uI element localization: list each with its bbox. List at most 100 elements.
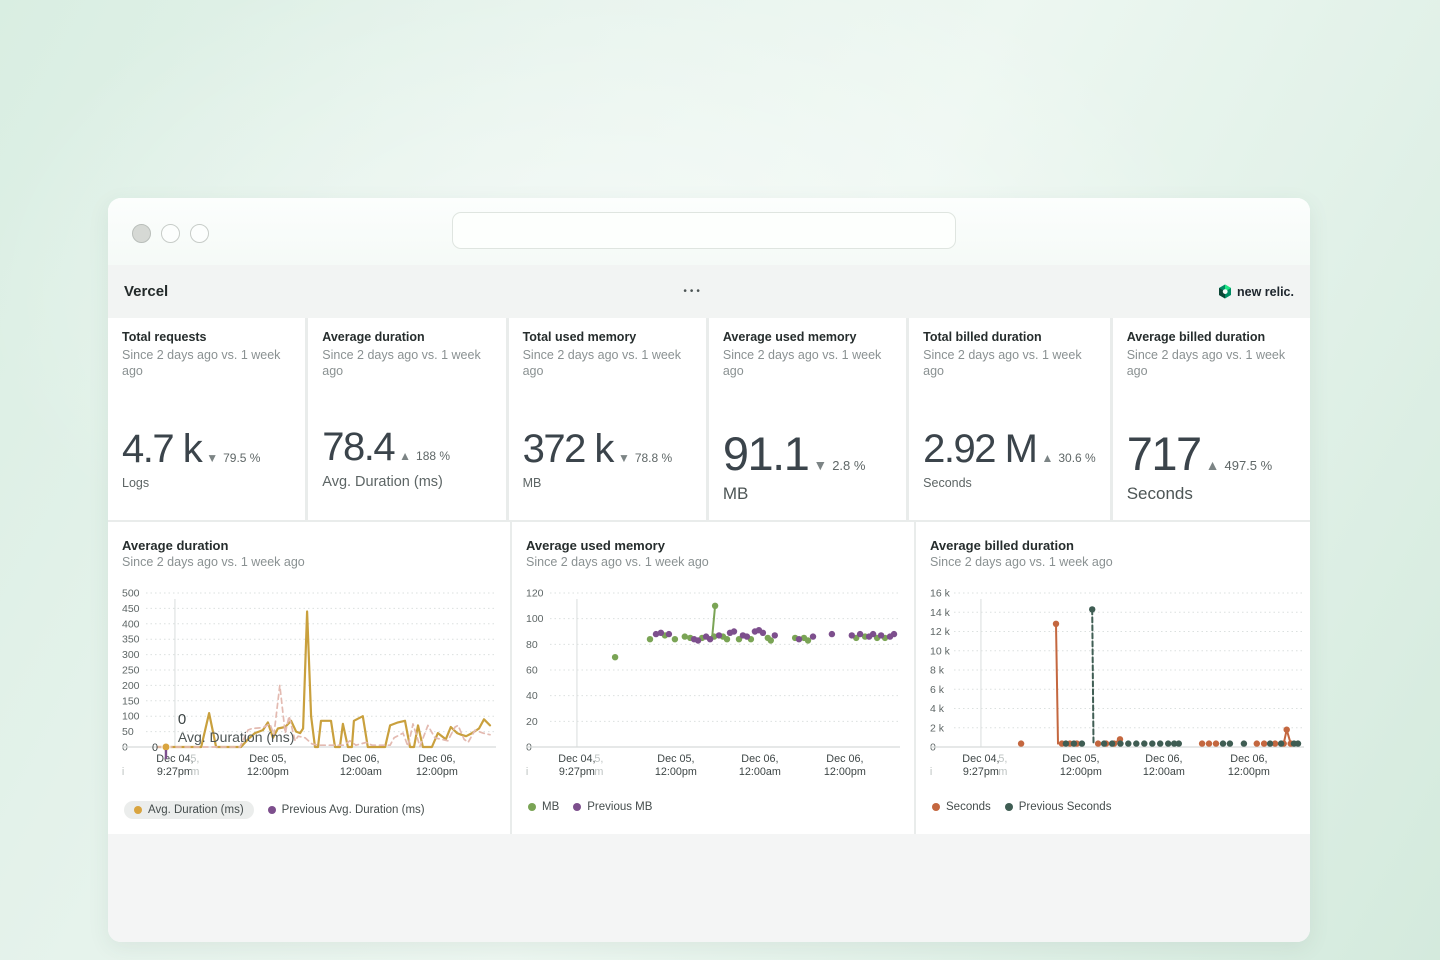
- new-relic-logo-icon: [1218, 284, 1232, 299]
- svg-text:9:27pm: 9:27pm: [157, 766, 193, 778]
- svg-text:Dec 06,: Dec 06,: [418, 753, 455, 765]
- svg-text:i: i: [930, 766, 932, 778]
- arrow-down-icon: ▼: [206, 451, 218, 465]
- chart-panel-average-used-memory: Average used memorySince 2 days ago vs. …: [512, 522, 914, 834]
- average-used-memory-plot: 120100806040200iDec 04,9:27pm5,mDec 05,1…: [526, 583, 900, 785]
- kpi-value: 717: [1127, 430, 1201, 477]
- svg-text:Dec 04,: Dec 04,: [962, 753, 999, 765]
- average-billed-duration-plot: 16 k14 k12 k10 k8 k6 k4 k2 k0iDec 04,9:2…: [930, 583, 1304, 785]
- svg-text:100: 100: [526, 613, 544, 625]
- legend-label: Previous Seconds: [1019, 801, 1112, 813]
- kpi-card-average-used-memory[interactable]: Average used memorySince 2 days ago vs. …: [709, 318, 906, 520]
- legend-dot-icon: [573, 803, 581, 811]
- legend-item-mb[interactable]: MB: [528, 801, 559, 813]
- traffic-light-close-icon[interactable]: [132, 224, 151, 243]
- overflow-menu-icon[interactable]: •••: [168, 286, 1218, 297]
- legend-dot-icon: [134, 806, 142, 814]
- legend-item-previous-seconds[interactable]: Previous Seconds: [1005, 801, 1112, 813]
- svg-text:14 k: 14 k: [930, 607, 951, 619]
- svg-text:i: i: [526, 766, 528, 778]
- legend-item-previous-avg-duration-ms[interactable]: Previous Avg. Duration (ms): [268, 804, 425, 816]
- kpi-title: Total used memory: [523, 330, 692, 346]
- svg-text:80: 80: [526, 639, 538, 651]
- average-duration-plot: 500450400350300250200150100500iDec 04,9:…: [122, 583, 496, 785]
- browser-chrome: [108, 198, 1310, 265]
- svg-text:5,: 5,: [190, 753, 199, 765]
- kpi-title: Total requests: [122, 330, 291, 346]
- traffic-light-maximize-icon[interactable]: [190, 224, 209, 243]
- arrow-up-icon: ▲: [1206, 457, 1220, 473]
- svg-text:Dec 05,: Dec 05,: [1062, 753, 1099, 765]
- chart-panel-average-billed-duration: Average billed durationSince 2 days ago …: [916, 522, 1310, 834]
- legend-item-seconds[interactable]: Seconds: [932, 801, 991, 813]
- legend-dot-icon: [1005, 803, 1013, 811]
- svg-text:0: 0: [178, 711, 186, 728]
- kpi-card-total-used-memory[interactable]: Total used memorySince 2 days ago vs. 1 …: [509, 318, 706, 520]
- svg-text:Dec 06,: Dec 06,: [1230, 753, 1267, 765]
- new-relic-logo[interactable]: new relic.: [1218, 284, 1294, 299]
- kpi-title: Total billed duration: [923, 330, 1096, 346]
- kpi-unit-label: Seconds: [1127, 484, 1296, 504]
- legend-label: Previous MB: [587, 801, 652, 813]
- svg-text:50: 50: [122, 726, 134, 738]
- legend-dot-icon: [268, 806, 276, 814]
- kpi-card-total-requests[interactable]: Total requestsSince 2 days ago vs. 1 wee…: [108, 318, 305, 520]
- svg-text:12:00am: 12:00am: [1143, 766, 1185, 778]
- kpi-unit-label: MB: [523, 476, 692, 490]
- charts-row: Average durationSince 2 days ago vs. 1 w…: [108, 520, 1310, 834]
- svg-text:12:00pm: 12:00pm: [247, 766, 289, 778]
- svg-text:Dec 06,: Dec 06,: [1145, 753, 1182, 765]
- kpi-card-total-billed-duration[interactable]: Total billed durationSince 2 days ago vs…: [909, 318, 1110, 520]
- chart-subtitle: Since 2 days ago vs. 1 week ago: [930, 555, 1304, 569]
- svg-text:450: 450: [122, 603, 140, 615]
- window-footer-area: [108, 834, 1310, 942]
- traffic-light-minimize-icon[interactable]: [161, 224, 180, 243]
- svg-text:400: 400: [122, 618, 140, 630]
- legend-label: MB: [542, 801, 559, 813]
- svg-text:Dec 06,: Dec 06,: [741, 753, 778, 765]
- arrow-down-icon: ▼: [813, 457, 827, 473]
- kpi-delta-percent: 188 %: [416, 449, 450, 463]
- svg-text:150: 150: [122, 695, 140, 707]
- svg-text:2 k: 2 k: [930, 722, 945, 734]
- svg-text:12:00pm: 12:00pm: [1060, 766, 1102, 778]
- svg-text:500: 500: [122, 588, 140, 600]
- kpi-value-row: 4.7 k▼79.5 %: [122, 429, 291, 469]
- chart-subtitle: Since 2 days ago vs. 1 week ago: [122, 555, 496, 569]
- svg-text:8 k: 8 k: [930, 665, 945, 677]
- chart-subtitle: Since 2 days ago vs. 1 week ago: [526, 555, 900, 569]
- legend-item-previous-mb[interactable]: Previous MB: [573, 801, 652, 813]
- legend-item-avg-duration-ms[interactable]: Avg. Duration (ms): [124, 801, 254, 819]
- kpi-value: 2.92 M: [923, 429, 1036, 469]
- kpi-cards-row: Total requestsSince 2 days ago vs. 1 wee…: [108, 318, 1310, 520]
- chart-legend: Seconds Previous Seconds: [930, 801, 1304, 813]
- kpi-delta-percent: 79.5 %: [223, 451, 260, 465]
- svg-text:12:00pm: 12:00pm: [655, 766, 697, 778]
- kpi-value-row: 717▲497.5 %: [1127, 430, 1296, 477]
- kpi-value-row: 78.4▲188 %: [322, 427, 491, 467]
- kpi-card-average-billed-duration[interactable]: Average billed durationSince 2 days ago …: [1113, 318, 1310, 520]
- kpi-value-row: 2.92 M▲30.6 %: [923, 429, 1096, 469]
- svg-text:20: 20: [526, 716, 538, 728]
- kpi-card-average-duration[interactable]: Average durationSince 2 days ago vs. 1 w…: [308, 318, 505, 520]
- svg-text:Dec 04,: Dec 04,: [558, 753, 595, 765]
- svg-text:m: m: [594, 766, 603, 778]
- svg-text:Avg. Duration (ms): Avg. Duration (ms): [178, 729, 294, 745]
- svg-text:4 k: 4 k: [930, 703, 945, 715]
- svg-text:Dec 06,: Dec 06,: [342, 753, 379, 765]
- url-bar[interactable]: [452, 212, 956, 249]
- kpi-unit-label: MB: [723, 484, 892, 504]
- svg-text:9:27pm: 9:27pm: [963, 766, 999, 778]
- svg-text:60: 60: [526, 665, 538, 677]
- kpi-unit-label: Seconds: [923, 476, 1096, 490]
- kpi-subtitle: Since 2 days ago vs. 1 week ago: [723, 347, 892, 380]
- svg-text:200: 200: [122, 680, 140, 692]
- new-relic-logo-text: new relic.: [1237, 285, 1294, 299]
- svg-text:12 k: 12 k: [930, 626, 951, 638]
- svg-text:Dec 04,: Dec 04,: [156, 753, 193, 765]
- arrow-down-icon: ▼: [618, 451, 630, 465]
- kpi-subtitle: Since 2 days ago vs. 1 week ago: [322, 347, 491, 380]
- kpi-unit-label: Logs: [122, 476, 291, 490]
- kpi-subtitle: Since 2 days ago vs. 1 week ago: [122, 347, 291, 380]
- svg-text:10 k: 10 k: [930, 645, 951, 657]
